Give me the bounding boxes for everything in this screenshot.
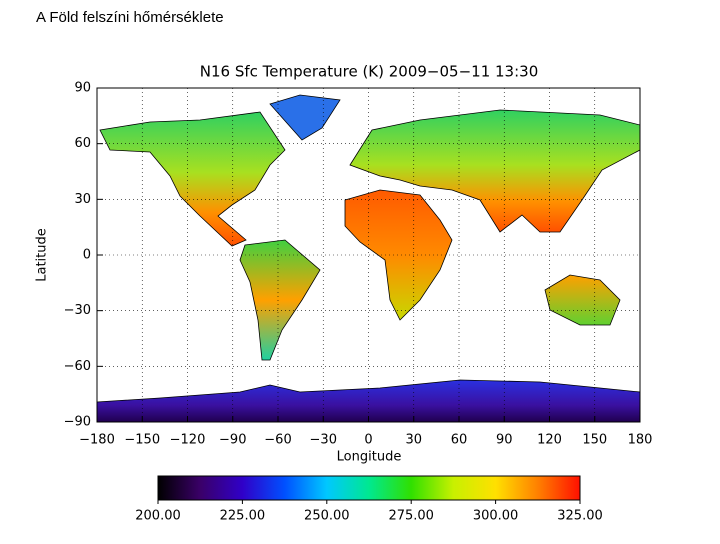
colorbar-tick-label: 225.00 — [220, 509, 266, 524]
colorbar-tick-label: 200.00 — [135, 509, 181, 524]
x-tick-label: 120 — [537, 433, 562, 448]
slide-title: A Föld felszíni hőmérséklete — [36, 9, 224, 26]
y-tick-label: 30 — [74, 192, 91, 207]
colorbar-tick-label: 275.00 — [388, 509, 434, 524]
x-tick-label: −60 — [264, 433, 291, 448]
x-tick-label: −180 — [79, 433, 115, 448]
x-tick-label: 0 — [364, 433, 372, 448]
y-tick-label: 90 — [74, 81, 91, 96]
y-tick-label: 0 — [83, 248, 91, 263]
y-axis-label: Latitude — [35, 228, 50, 282]
x-tick-label: 60 — [451, 433, 468, 448]
x-tick-label: 150 — [582, 433, 607, 448]
south-america — [239, 239, 321, 361]
eurasia — [349, 109, 641, 233]
y-tick-label: −60 — [64, 359, 91, 374]
x-tick-label: 180 — [628, 433, 653, 448]
x-axis-label: Longitude — [337, 450, 402, 465]
x-tick-label: 90 — [496, 433, 513, 448]
colorbar-tick-label: 300.00 — [473, 509, 519, 524]
y-tick-label: 60 — [74, 136, 91, 151]
x-tick-label: −30 — [310, 433, 337, 448]
x-tick-label: −150 — [124, 433, 160, 448]
x-tick-label: 30 — [405, 433, 422, 448]
colorbar — [157, 475, 581, 501]
x-tick-label: −90 — [219, 433, 246, 448]
greenland — [269, 94, 341, 141]
chart-title: N16 Sfc Temperature (K) 2009−05−11 13:30 — [200, 63, 538, 81]
colorbar-tick-label: 250.00 — [304, 509, 350, 524]
africa — [344, 189, 453, 321]
x-tick-label: −120 — [170, 433, 206, 448]
north-america — [99, 111, 286, 247]
y-tick-label: −90 — [64, 415, 91, 430]
australia — [544, 274, 621, 326]
colorbar-tick-label: 325.00 — [557, 509, 603, 524]
y-tick-label: −30 — [64, 303, 91, 318]
